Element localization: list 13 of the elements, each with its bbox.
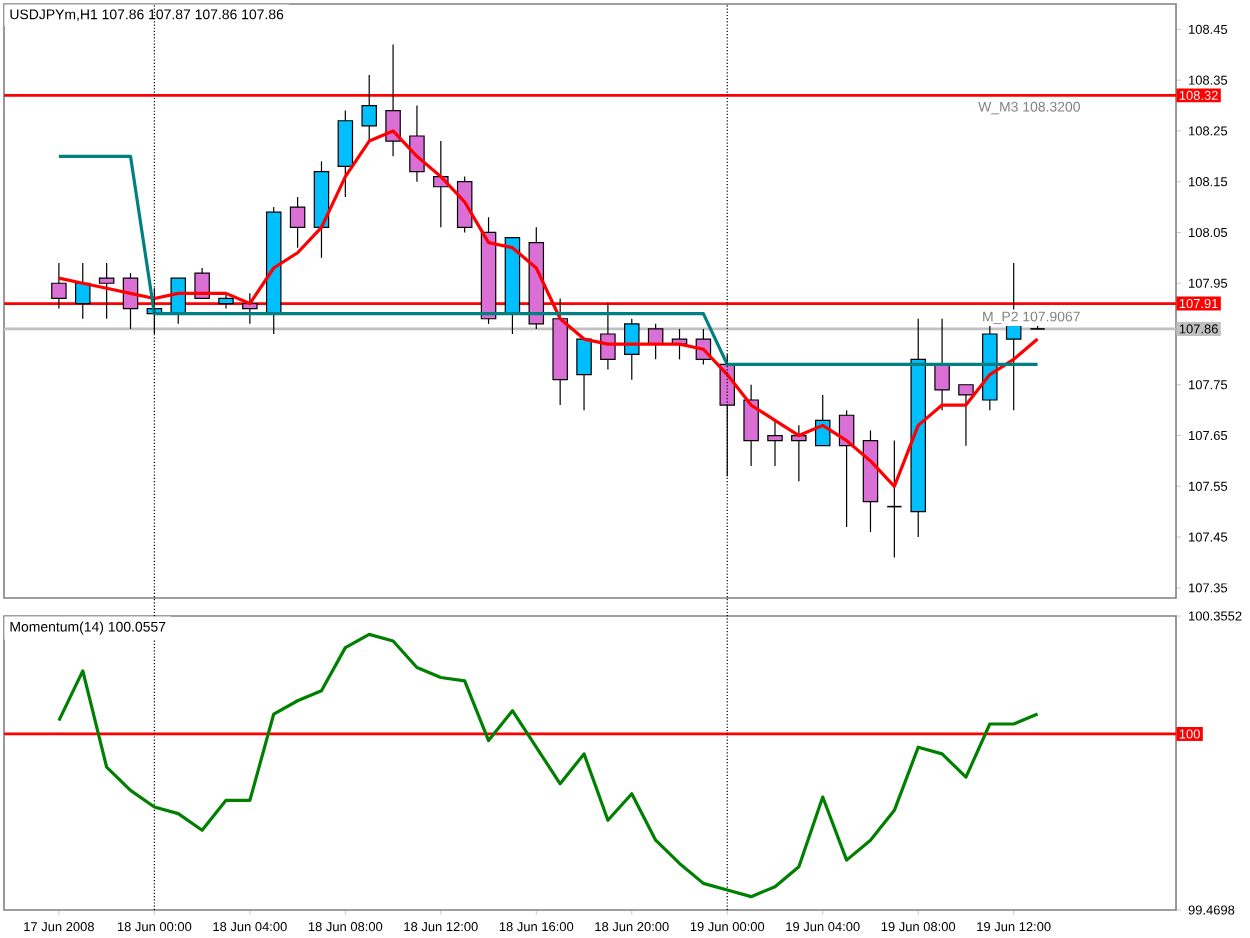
candlestick (361, 74, 377, 142)
candlestick (958, 384, 974, 447)
candlestick (51, 262, 67, 310)
candlestick (600, 302, 616, 371)
candlestick (767, 419, 783, 467)
candlestick (242, 292, 258, 325)
candlestick (75, 262, 91, 320)
candlestick (289, 196, 306, 249)
candlestick (743, 384, 759, 467)
candlestick (98, 262, 115, 320)
candlestick (934, 318, 950, 411)
candlestick (337, 110, 354, 198)
candlestick (576, 338, 592, 411)
